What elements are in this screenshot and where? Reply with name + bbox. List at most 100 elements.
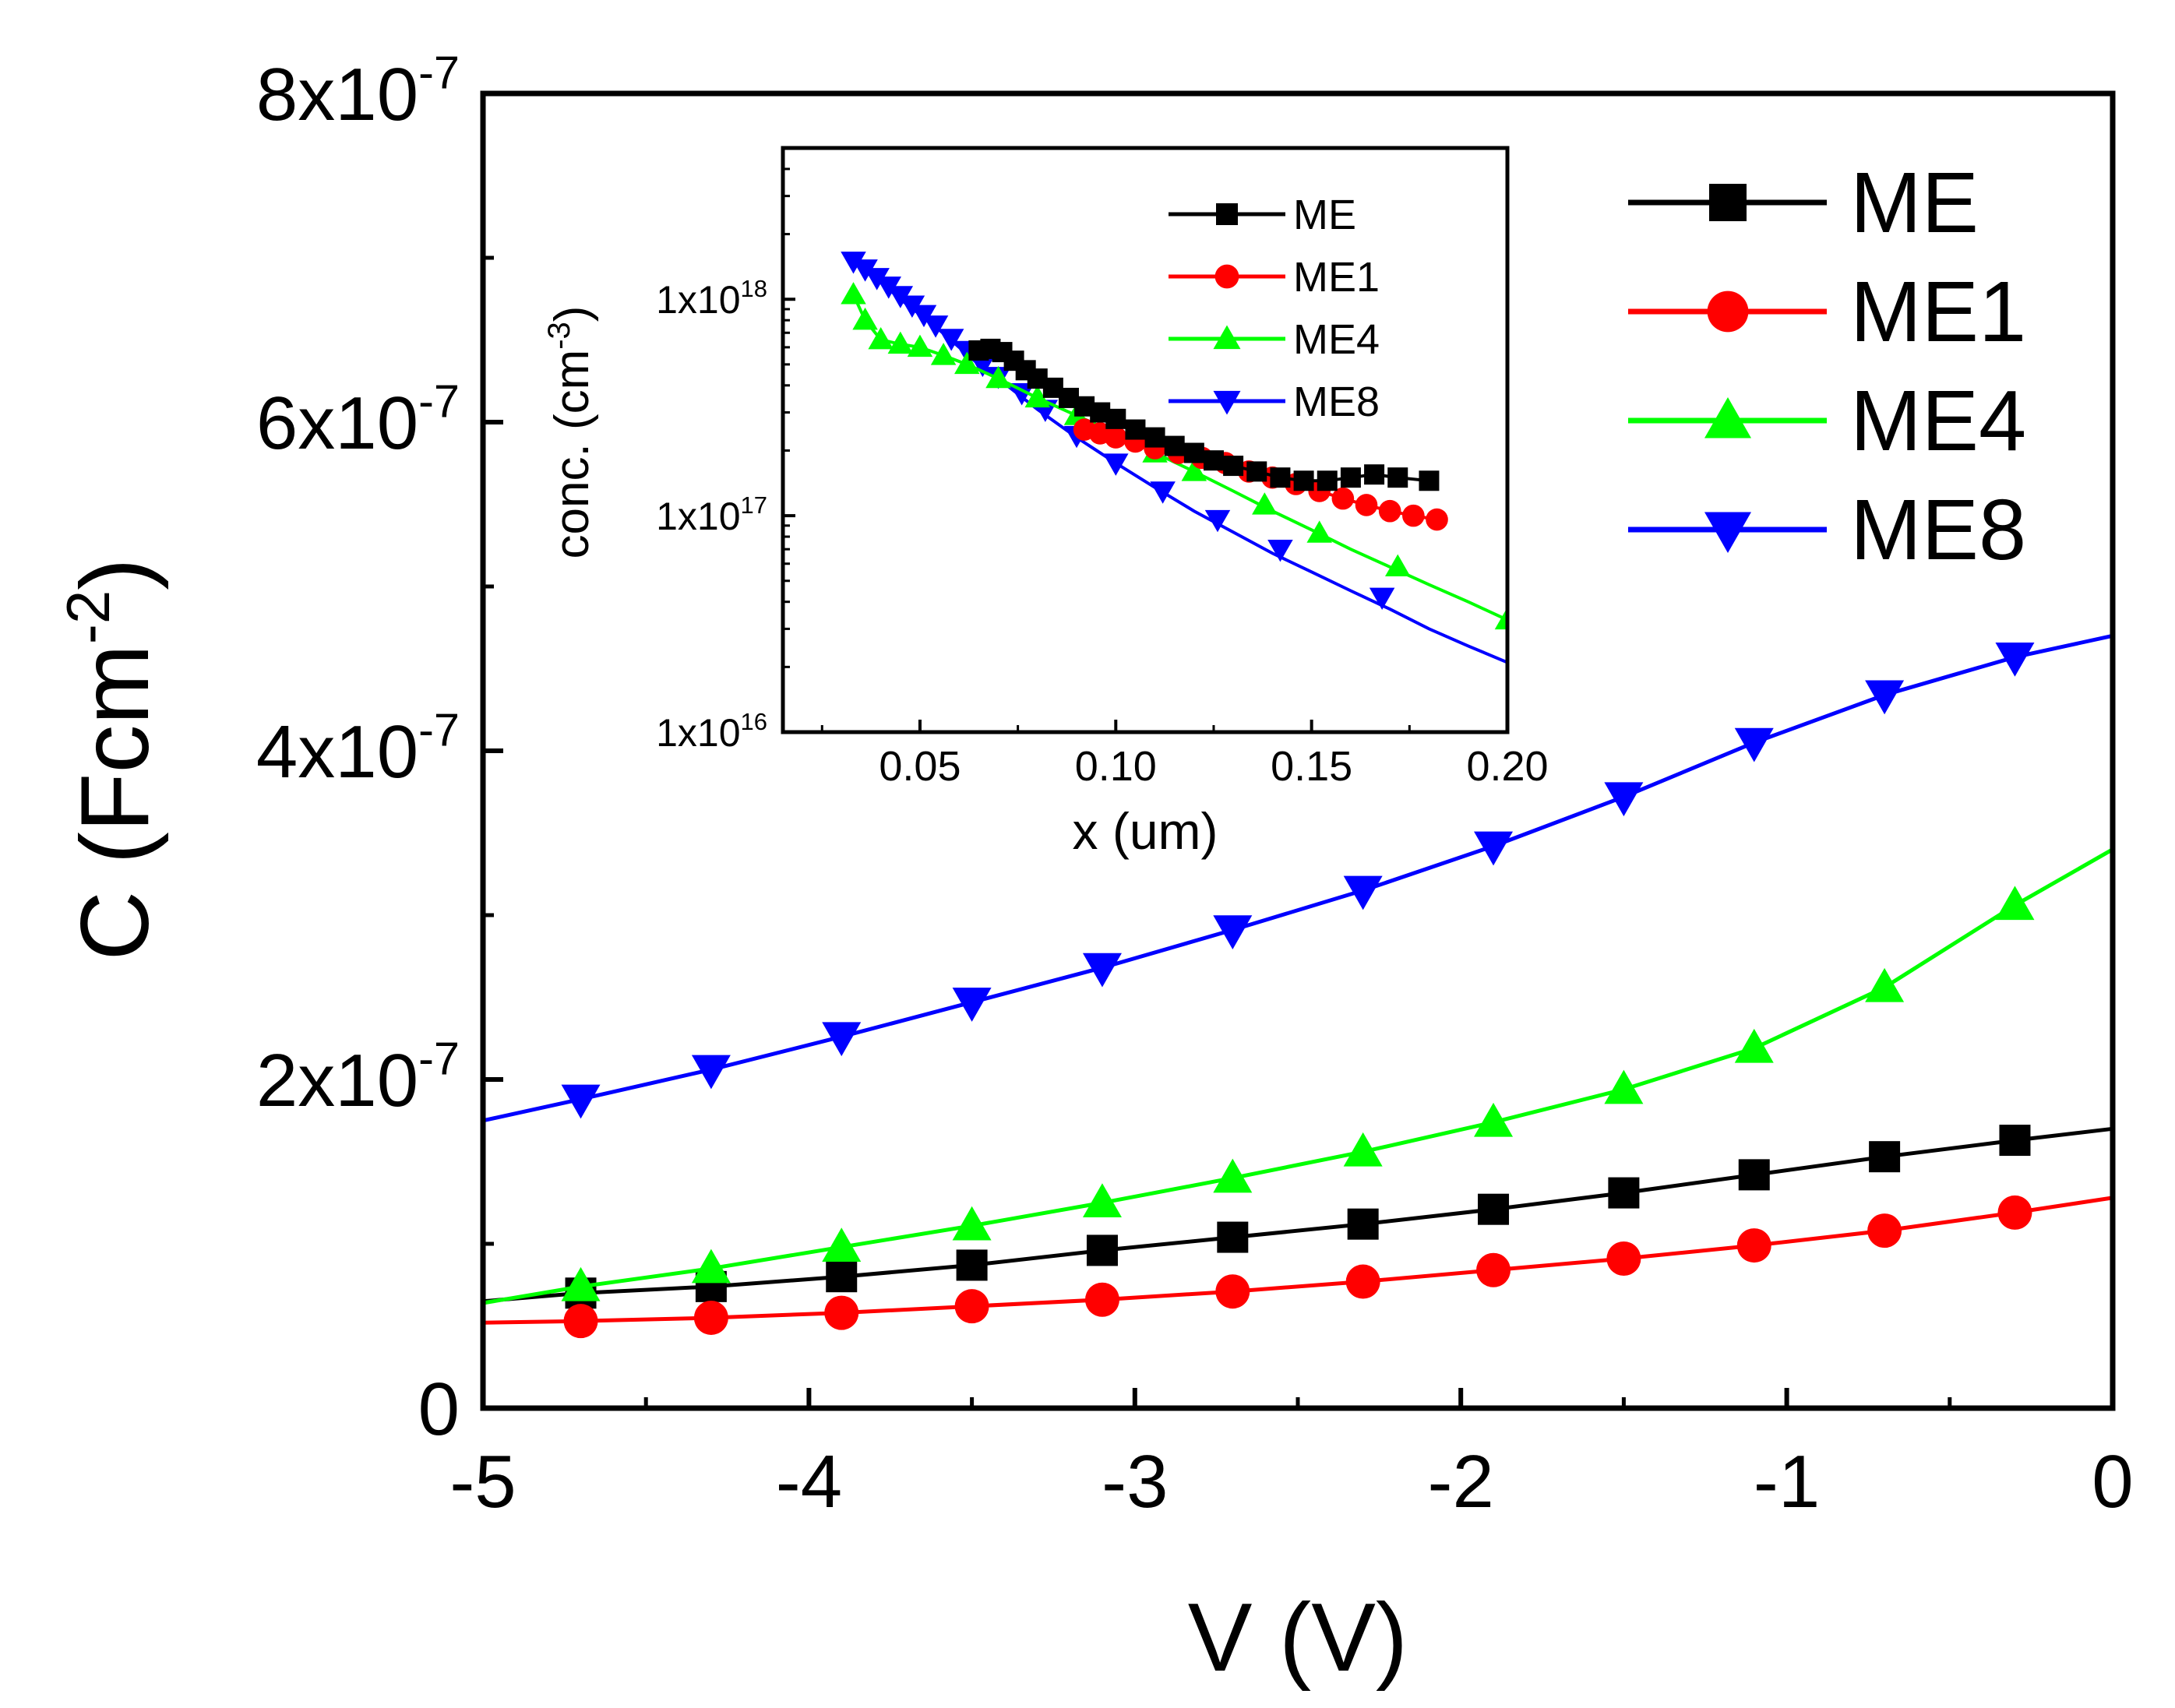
main-x-tick-label: -5 bbox=[449, 1440, 516, 1523]
inset-marker-me1 bbox=[1331, 487, 1355, 510]
inset-legend-label-me: ME bbox=[1293, 192, 1356, 238]
main-marker-me4 bbox=[1343, 1132, 1383, 1167]
main-series-group bbox=[482, 633, 2114, 1339]
main-marker-me8 bbox=[691, 1055, 731, 1090]
inset-marker-me4 bbox=[1181, 459, 1207, 481]
inset-x-tick-label: 0.10 bbox=[1075, 743, 1157, 790]
main-marker-me4 bbox=[1734, 1028, 1774, 1063]
main-marker-me4 bbox=[691, 1248, 731, 1284]
inset-marker-me8 bbox=[922, 315, 949, 338]
main-marker-me4 bbox=[822, 1227, 862, 1262]
main-marker-me1 bbox=[954, 1289, 989, 1324]
main-legend: ME ME1 ME4 ME8 bbox=[1628, 155, 2026, 578]
inset-marker-me1 bbox=[1402, 504, 1425, 527]
main-marker-me1 bbox=[1736, 1228, 1771, 1263]
main-y-axis-title-group: C (Fcm-2) bbox=[54, 558, 169, 961]
main-marker-me4 bbox=[561, 1266, 601, 1301]
inset-marker-me1 bbox=[1426, 508, 1448, 531]
inset-marker-me8 bbox=[1369, 587, 1395, 611]
main-marker-me4 bbox=[1604, 1069, 1644, 1104]
main-y-tick-label: 4x10-7 bbox=[256, 704, 460, 794]
inset-marker-me4 bbox=[1384, 554, 1411, 577]
inset-legend-label-me1: ME1 bbox=[1293, 254, 1380, 301]
main-marker-me8 bbox=[822, 1022, 862, 1057]
main-marker-me bbox=[1086, 1234, 1118, 1266]
main-marker-me1 bbox=[824, 1295, 859, 1330]
inset-marker-me8 bbox=[1204, 509, 1231, 533]
main-legend-label-me: ME bbox=[1850, 155, 1979, 251]
main-marker-me bbox=[1608, 1177, 1640, 1209]
main-y-tick-label: 0 bbox=[418, 1368, 460, 1451]
main-y-tick-label: 8x10-7 bbox=[256, 47, 460, 136]
inset-marker-me4 bbox=[1306, 520, 1332, 543]
inset-marker-me1 bbox=[1104, 426, 1127, 449]
main-marker-me8 bbox=[1734, 727, 1774, 762]
main-x-axis-title: V (V) bbox=[1188, 1584, 1408, 1692]
main-marker-me1 bbox=[563, 1304, 598, 1339]
inset-legend-marker-me1 bbox=[1214, 264, 1239, 289]
main-marker-me bbox=[1869, 1141, 1901, 1173]
main-marker-me bbox=[1347, 1208, 1379, 1240]
main-marker-me1 bbox=[1867, 1213, 1902, 1248]
main-series-line-me1 bbox=[482, 1196, 2113, 1325]
main-marker-me bbox=[1738, 1159, 1770, 1191]
inset-marker-me1 bbox=[1355, 494, 1378, 516]
inset-marker-me4 bbox=[1024, 385, 1051, 408]
main-marker-me1 bbox=[693, 1300, 728, 1335]
main-marker-me8 bbox=[1213, 915, 1253, 949]
main-marker-me1 bbox=[1345, 1264, 1380, 1299]
inset-marker-me8 bbox=[864, 268, 890, 291]
main-marker-me8 bbox=[1604, 782, 1644, 817]
main-x-tick-label: -1 bbox=[1754, 1440, 1820, 1523]
main-marker-me8 bbox=[1343, 875, 1383, 910]
main-x-tick-label: -3 bbox=[1102, 1440, 1168, 1523]
inset-y-tick-label: 1x1017 bbox=[656, 491, 767, 538]
main-y-tick-label: 2x10-7 bbox=[256, 1033, 460, 1122]
inset-y-axis: 1x1016 1x1017 1x1018 bbox=[656, 146, 795, 755]
main-marker-me bbox=[1217, 1221, 1249, 1253]
inset-marker-me8 bbox=[1103, 453, 1129, 476]
main-y-axis: 0 2x10-7 4x10-7 6x10-7 8x10-7 bbox=[256, 47, 503, 1451]
inset-legend-marker-me4 bbox=[1213, 325, 1241, 350]
inset-x-axis: 0.05 0.10 0.15 0.20 bbox=[820, 720, 1549, 790]
inset-marker-me bbox=[1387, 467, 1408, 488]
inset-legend: ME ME1 ME4 ME8 bbox=[1169, 192, 1380, 425]
main-y-tick-label: 6x10-7 bbox=[256, 375, 460, 465]
main-series-line-me4 bbox=[482, 847, 2114, 1305]
inset-marker-me bbox=[1125, 419, 1146, 440]
inset-legend-label-me4: ME4 bbox=[1293, 316, 1380, 363]
inset-marker-me bbox=[1246, 461, 1267, 482]
inset-marker-me8 bbox=[876, 276, 901, 299]
main-marker-me4 bbox=[1474, 1102, 1514, 1137]
main-marker-me8 bbox=[1865, 680, 1905, 715]
inset-marker-me4 bbox=[954, 351, 980, 375]
main-legend-marker-me4 bbox=[1704, 397, 1751, 438]
main-y-axis-title: C (Fcm-2) bbox=[54, 558, 169, 961]
inset-x-tick-label: 0.20 bbox=[1466, 743, 1548, 790]
inset-marker-me4 bbox=[1494, 607, 1507, 630]
main-legend-label-me8: ME8 bbox=[1850, 482, 2026, 578]
inset-marker-me bbox=[1293, 470, 1314, 491]
inset-chart: 0.05 0.10 0.15 0.20 1x1016 1x1017 1x1018 x (um)… bbox=[542, 146, 1549, 860]
inset-y-tick-label: 1x1018 bbox=[656, 275, 767, 322]
main-marker-me4 bbox=[952, 1206, 992, 1241]
inset-marker-me4 bbox=[907, 334, 933, 357]
inset-marker-me8 bbox=[841, 252, 866, 274]
main-marker-me8 bbox=[952, 988, 992, 1022]
inset-marker-me1 bbox=[1378, 499, 1401, 523]
main-marker-me8 bbox=[1995, 642, 2035, 677]
inset-legend-marker-me bbox=[1216, 203, 1238, 225]
inset-marker-me bbox=[1419, 470, 1440, 491]
main-marker-me1 bbox=[1997, 1195, 2032, 1230]
inset-marker-me bbox=[1270, 467, 1291, 488]
main-marker-me4 bbox=[1995, 886, 2035, 921]
inset-marker-me4 bbox=[1252, 492, 1278, 515]
inset-x-axis-title: x (um) bbox=[1073, 802, 1218, 860]
main-legend-label-me4: ME4 bbox=[1850, 373, 2026, 469]
main-marker-me8 bbox=[561, 1084, 601, 1119]
inset-y-axis-title: conc. (cm-3) bbox=[542, 306, 599, 559]
main-marker-me1 bbox=[1476, 1252, 1511, 1287]
inset-marker-me8 bbox=[1267, 539, 1293, 562]
